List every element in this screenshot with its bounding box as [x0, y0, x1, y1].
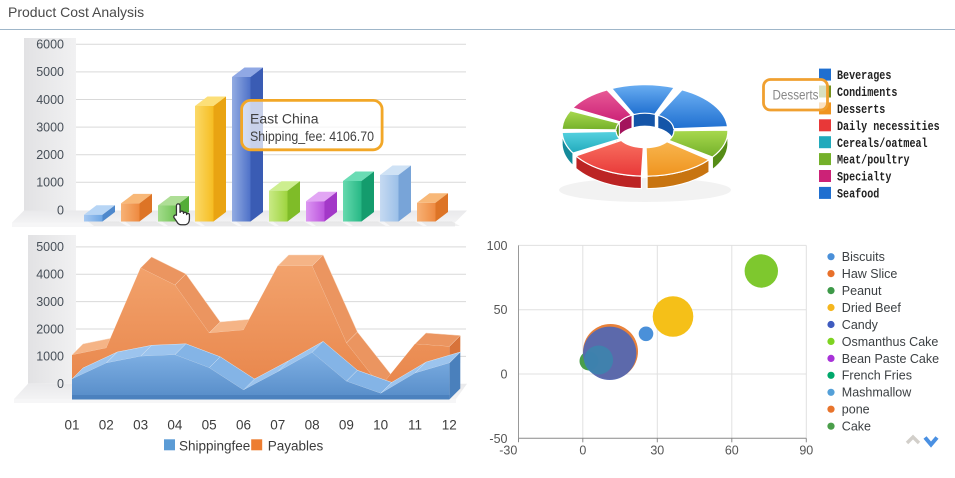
svg-text:30: 30 [650, 444, 664, 458]
svg-text:Beverages: Beverages [837, 68, 892, 83]
svg-text:Seafood: Seafood [837, 187, 879, 202]
svg-text:Candy: Candy [842, 318, 879, 332]
svg-text:4000: 4000 [36, 93, 64, 107]
svg-text:-50: -50 [489, 432, 507, 446]
svg-text:12: 12 [442, 418, 457, 433]
svg-text:Condiments: Condiments [837, 85, 898, 100]
svg-text:90: 90 [799, 444, 813, 458]
svg-text:0: 0 [501, 368, 508, 382]
svg-text:05: 05 [202, 418, 217, 433]
svg-text:Meat/poultry: Meat/poultry [837, 153, 910, 168]
svg-text:Payables: Payables [268, 439, 324, 454]
svg-text:10: 10 [373, 418, 388, 433]
svg-text:Peanut: Peanut [842, 284, 882, 298]
svg-text:5000: 5000 [36, 65, 64, 79]
svg-text:0: 0 [579, 444, 586, 458]
svg-text:0: 0 [57, 377, 64, 391]
svg-text:06: 06 [236, 418, 251, 433]
svg-text:Shipping_fee: 4106.70: Shipping_fee: 4106.70 [250, 128, 374, 144]
svg-text:French Fries: French Fries [842, 369, 912, 383]
svg-text:08: 08 [305, 418, 320, 433]
svg-text:4000: 4000 [36, 268, 64, 282]
svg-text:East China: East China [250, 111, 319, 127]
svg-text:Bean Paste Cake: Bean Paste Cake [842, 352, 939, 366]
svg-text:09: 09 [339, 418, 354, 433]
svg-text:3000: 3000 [36, 295, 64, 309]
svg-text:Dried Beef: Dried Beef [842, 301, 902, 315]
svg-text:5000: 5000 [36, 240, 64, 254]
svg-text:Desserts: Desserts [773, 88, 819, 103]
svg-text:Daily necessities: Daily necessities [837, 119, 940, 134]
svg-text:3000: 3000 [36, 120, 64, 134]
svg-text:Haw Slice: Haw Slice [842, 267, 898, 281]
svg-text:11: 11 [408, 418, 422, 433]
svg-text:Biscuits: Biscuits [842, 250, 885, 264]
svg-text:04: 04 [167, 418, 183, 433]
svg-text:Cake: Cake [842, 420, 871, 434]
svg-text:Specialty: Specialty [837, 170, 892, 185]
svg-text:02: 02 [99, 418, 114, 433]
svg-text:Osmanthus Cake: Osmanthus Cake [842, 335, 939, 349]
svg-text:pone: pone [842, 403, 870, 417]
svg-text:0: 0 [57, 203, 64, 217]
svg-text:Shippingfee: Shippingfee [179, 439, 250, 454]
svg-text:2000: 2000 [36, 322, 64, 336]
svg-text:01: 01 [64, 418, 79, 433]
svg-text:Mashmallow: Mashmallow [842, 386, 912, 400]
svg-text:-30: -30 [499, 444, 517, 458]
svg-text:03: 03 [133, 418, 148, 433]
svg-text:07: 07 [270, 418, 285, 433]
svg-text:2000: 2000 [36, 148, 64, 162]
svg-text:60: 60 [725, 444, 739, 458]
svg-text:1000: 1000 [36, 176, 64, 190]
svg-text:50: 50 [494, 303, 508, 317]
svg-text:Desserts: Desserts [837, 102, 885, 117]
svg-text:100: 100 [487, 239, 508, 253]
svg-text:Cereals/oatmeal: Cereals/oatmeal [837, 136, 928, 151]
svg-text:1000: 1000 [36, 350, 64, 364]
svg-text:6000: 6000 [36, 38, 64, 52]
